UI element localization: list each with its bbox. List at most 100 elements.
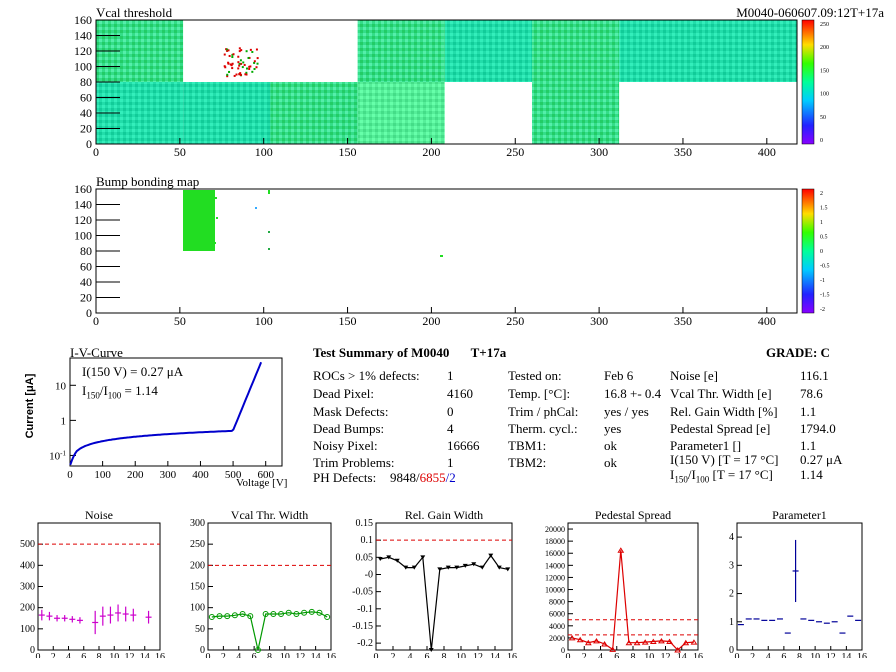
y-tick-label: 100 (20, 624, 35, 635)
data-point (593, 637, 600, 644)
sum-col2-label-1: Temp. [°C]: (508, 386, 571, 401)
data-point (462, 563, 468, 568)
iv-ratio-i: I (82, 383, 87, 398)
sum-col2-label-0: Tested on: (508, 368, 562, 383)
data-point (285, 609, 292, 616)
sum-col1-value-4: 16666 (447, 438, 480, 453)
x-tick-label: 4 (66, 652, 71, 658)
roc-cell (444, 82, 533, 144)
y-tick-label: 300 (20, 582, 35, 593)
iv-xtick: 0 (67, 469, 73, 481)
hot-pixel (249, 65, 252, 68)
data-point (394, 558, 400, 563)
hot-pixel (227, 49, 230, 52)
iv-xtick: 600 (257, 469, 274, 481)
y-tick-label: 2 (729, 589, 734, 600)
y-tick-label: 0 (30, 645, 35, 656)
x-tick-label: 2 (51, 652, 56, 658)
data-point (454, 565, 460, 570)
data-point (420, 555, 426, 560)
data-point (293, 611, 300, 618)
chart-0: Noise 0 2 4 6 8 10 12 14 16 0 100 200 300 400 500 (20, 508, 165, 658)
vcal-threshold-map: 0 50 100 150 200 250 300 350 4000204060801001201… (74, 13, 829, 159)
hot-pixel (233, 74, 236, 77)
x-tick-label: 10 (109, 652, 119, 658)
y-tick-label: 100 (190, 603, 205, 614)
hot-pixel (237, 67, 240, 70)
hot-pixel (251, 50, 254, 53)
iv-ratio-sub2: 100 (107, 390, 122, 401)
ph-value-c: /2 (445, 470, 456, 485)
y-tick-label: 18000 (545, 537, 565, 546)
hot-pixel (242, 61, 245, 64)
x-tick-label: 10 (456, 652, 466, 658)
data-point (428, 648, 434, 652)
hot-pixel (237, 55, 240, 58)
iv-xtick: 400 (192, 469, 209, 481)
hot-pixel (240, 49, 243, 52)
iv-ytick: 10 (55, 380, 67, 392)
map1-xtick: 100 (255, 145, 273, 159)
data-point (270, 611, 277, 618)
x-tick-label: 14 (490, 652, 500, 658)
y-tick-label: 16000 (545, 549, 565, 558)
x-tick-label: 14 (311, 652, 321, 658)
y-tick-label: -0.05 (352, 587, 373, 598)
x-tick-label: 12 (295, 652, 305, 658)
map2-xtick: 400 (758, 314, 776, 328)
sum-col3-label-4: Parameter1 [] (670, 438, 742, 453)
sum-col2-value-1: 16.8 +- 0.4 (604, 386, 662, 401)
y-tick-label: 0.05 (356, 552, 374, 563)
x-tick-label: 10 (644, 652, 654, 658)
data-point (625, 639, 633, 646)
sum-col3-label-2: Rel. Gain Width [%] (670, 404, 778, 419)
map1-ytick: 0 (86, 137, 92, 151)
hot-pixel (239, 72, 242, 75)
chart-frame (207, 522, 332, 651)
hot-pixel (248, 67, 251, 70)
map1-ytick: 120 (74, 44, 92, 58)
data-point (216, 613, 223, 620)
iv-ratio-mid: /I (99, 383, 108, 398)
hot-pixel (245, 71, 248, 74)
data-point (247, 613, 254, 620)
map2-xtick: 50 (174, 314, 186, 328)
y-tick-label: 2000 (549, 634, 565, 643)
data-point (633, 639, 641, 646)
y-tick-label: 0 (200, 645, 205, 656)
map1-palette-tick: 250 (820, 22, 829, 28)
map2-ytick: 40 (80, 275, 92, 289)
iv-xtick: 100 (94, 469, 111, 481)
map2-xtick: 150 (339, 314, 357, 328)
iv-xtick: 200 (127, 469, 144, 481)
hot-pixel (253, 68, 256, 71)
map1-ytick: 40 (80, 106, 92, 120)
data-point (278, 611, 285, 618)
map2-palette (801, 188, 815, 314)
module-id-title: M0040-060607.09:12T+17a (736, 5, 884, 20)
sum-col1-label-0: ROCs > 1% defects: (313, 368, 420, 383)
x-tick-label: 4 (598, 652, 603, 658)
y-tick-label: -0 (365, 569, 373, 580)
y-tick-label: 6000 (549, 610, 565, 619)
data-point (324, 613, 331, 620)
x-tick-label: 4 (766, 652, 771, 658)
sum-col1-value-5: 1 (447, 455, 454, 470)
map2-palette-tick: 0.5 (820, 235, 828, 241)
hot-pixel (255, 66, 258, 69)
map2-ytick: 80 (80, 244, 92, 258)
y-tick-label: 50 (195, 624, 205, 635)
x-tick-label: 12 (661, 652, 671, 658)
iv-title: I-V-Curve (70, 345, 123, 360)
y-tick-label: 500 (20, 539, 35, 550)
hot-pixel (237, 61, 240, 64)
map1-xtick: 200 (422, 145, 440, 159)
ph-value-b: 6855 (419, 470, 446, 485)
y-tick-label: 10000 (545, 586, 565, 595)
hot-pixel (228, 54, 231, 57)
y-tick-label: 4000 (549, 622, 565, 631)
chart-frame (736, 522, 863, 651)
iv-ytick: 10-1 (49, 449, 66, 462)
sum-col3-value-4: 1.1 (800, 438, 817, 453)
